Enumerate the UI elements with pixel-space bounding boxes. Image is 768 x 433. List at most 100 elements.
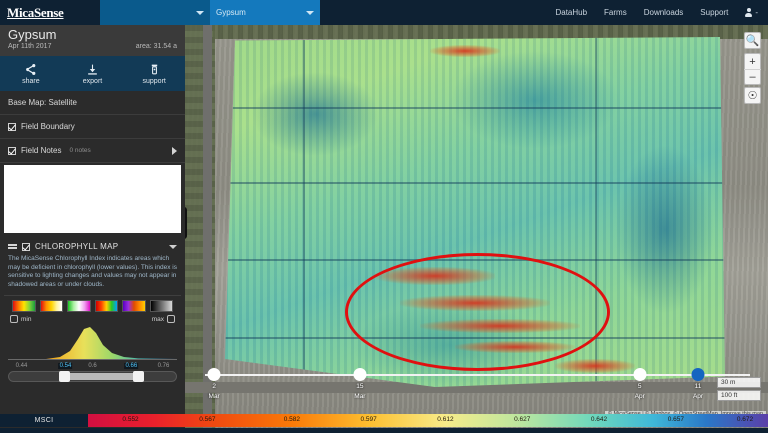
top-navigation-bar: MicaSense Gypsum DataHub Farms Downloads… (0, 0, 768, 25)
field-boundary-row[interactable]: Field Boundary (0, 115, 185, 139)
share-label: share (22, 77, 40, 85)
histogram-axis (8, 359, 177, 360)
person-icon (745, 8, 753, 17)
timeline-dot[interactable] (207, 368, 221, 381)
timeline-track (205, 374, 750, 376)
legend-tick-3: 0.597 (360, 416, 377, 423)
field-area: area: 31.54 a (135, 43, 177, 50)
color-ramp-red-white[interactable] (39, 300, 63, 312)
sidebar-header: Gypsum Apr 11th 2017 area: 31.54 a (0, 25, 185, 56)
timeline-day: 2 (212, 383, 216, 390)
timeline-point-15-mar[interactable]: 15 Mar (353, 368, 367, 400)
histogram-tick-1: 0.54 (58, 363, 73, 369)
basemap-row[interactable]: Base Map: Satellite (0, 91, 185, 115)
min-checkbox[interactable] (10, 315, 18, 323)
histogram-tick-4: 0.76 (157, 363, 170, 369)
chevron-down-icon (196, 10, 204, 15)
pin-icon[interactable]: ☉ (747, 90, 758, 102)
sidebar-collapse-button[interactable] (185, 207, 187, 239)
farm-selector-dropdown[interactable] (100, 0, 210, 25)
color-ramp-rainbow[interactable] (94, 300, 118, 312)
timeline-dot[interactable] (633, 368, 647, 381)
color-ramp-purple-orange[interactable] (122, 300, 146, 312)
zoom-out-button[interactable]: – (744, 69, 761, 84)
map-zoom-control: + – (744, 53, 761, 85)
field-notes-checkbox[interactable] (8, 146, 16, 155)
timeline-month: Apr (634, 392, 645, 400)
capture-timeline[interactable]: 2 Mar 15 Mar 5 Apr 11 Apr (185, 365, 768, 405)
range-slider[interactable] (8, 371, 177, 382)
drag-handle-icon[interactable] (8, 243, 17, 250)
field-line (595, 37, 597, 387)
timeline-dot[interactable] (353, 368, 367, 381)
chlorophyll-layer-title: CHLOROPHYLL MAP (35, 242, 119, 251)
left-sidebar: Gypsum Apr 11th 2017 area: 31.54 a share… (0, 25, 185, 433)
legend-tick-6: 0.642 (590, 416, 608, 423)
support-button[interactable]: support (123, 56, 185, 91)
nav-item-downloads[interactable]: Downloads (643, 8, 684, 17)
stress-patch (430, 45, 500, 57)
brand-logo[interactable]: MicaSense (0, 0, 100, 25)
share-icon (24, 63, 37, 76)
timeline-day: 11 (694, 383, 702, 390)
color-ramp-greyscale[interactable] (149, 300, 173, 312)
chlorophyll-layer-header[interactable]: CHLOROPHYLL MAP (0, 237, 185, 254)
histogram-tick-0: 0.44 (15, 363, 28, 369)
basemap-label: Base Map: Satellite (8, 98, 77, 107)
chlorophyll-layer-checkbox[interactable] (22, 242, 30, 251)
action-toolbar: share export support (0, 56, 185, 91)
field-stripe (225, 182, 725, 184)
tree-line-north (213, 25, 768, 39)
max-toggle[interactable]: max (152, 315, 175, 323)
map-scale-bar: 30 m 100 ft (717, 377, 761, 403)
chlorophyll-layer-description: The MicaSense Chlorophyll Index indicate… (8, 255, 177, 288)
magnifier-icon[interactable]: 🔍 (745, 35, 760, 47)
timeline-month: Mar (208, 392, 220, 400)
chevron-right-icon[interactable] (172, 146, 177, 155)
range-slider-fill (62, 373, 141, 380)
range-slider-max-handle[interactable] (132, 371, 144, 382)
legend-tick-1: 0.567 (199, 416, 216, 423)
download-icon (86, 63, 99, 76)
timeline-day: 15 (356, 383, 364, 390)
share-button[interactable]: share (0, 56, 62, 91)
scale-imperial: 100 ft (717, 390, 761, 401)
range-slider-min-handle[interactable] (59, 371, 71, 382)
field-notes-panel[interactable] (4, 165, 181, 233)
field-notes-label: Field Notes (21, 146, 62, 155)
timeline-point-11-apr[interactable]: 11 Apr (691, 368, 705, 400)
nav-item-datahub[interactable]: DataHub (555, 8, 588, 17)
histogram-tick-3: 0.66 (124, 363, 139, 369)
chevron-down-icon (306, 10, 314, 15)
export-button[interactable]: export (62, 56, 124, 91)
timeline-point-2-mar[interactable]: 2 Mar (207, 368, 221, 400)
field-selector-dropdown[interactable]: Gypsum (210, 0, 320, 25)
field-boundary-checkbox[interactable] (8, 122, 16, 131)
legend-tick-7: 0.657 (667, 416, 684, 423)
timeline-month: Apr (692, 392, 704, 400)
map-canvas[interactable]: 🔍 + – ☉ 30 m 100 ft 2 Mar 15 Mar (185, 25, 768, 433)
legend-color-bar (0, 414, 768, 427)
timeline-month: Mar (354, 392, 366, 400)
max-checkbox[interactable] (167, 315, 175, 323)
user-menu[interactable]: - (745, 8, 758, 17)
color-ramp-red-green[interactable] (12, 300, 36, 312)
min-toggle[interactable]: min (10, 315, 31, 323)
legend-tick-2: 0.582 (283, 416, 300, 423)
timeline-dot-active[interactable] (691, 368, 705, 381)
field-notes-row[interactable]: Field Notes 0 notes (0, 139, 185, 163)
chevron-down-icon[interactable] (169, 244, 177, 249)
legend-tick-8: 0.672 (736, 416, 754, 423)
field-selector-label: Gypsum (216, 8, 246, 17)
timeline-point-5-apr[interactable]: 5 Apr (633, 368, 647, 400)
histogram-tick-2: 0.6 (88, 363, 97, 369)
legend-tick-4: 0.612 (437, 416, 454, 423)
color-ramp-green-magenta[interactable] (67, 300, 91, 312)
field-line (303, 37, 305, 387)
zoom-in-button[interactable]: + (749, 55, 756, 68)
color-ramp-options (4, 295, 181, 312)
histogram-widget: 0.44 0.54 0.6 0.66 0.76 (8, 325, 177, 371)
page-title: Gypsum (8, 27, 57, 42)
nav-item-farms[interactable]: Farms (604, 8, 627, 17)
nav-item-support[interactable]: Support (700, 8, 729, 17)
